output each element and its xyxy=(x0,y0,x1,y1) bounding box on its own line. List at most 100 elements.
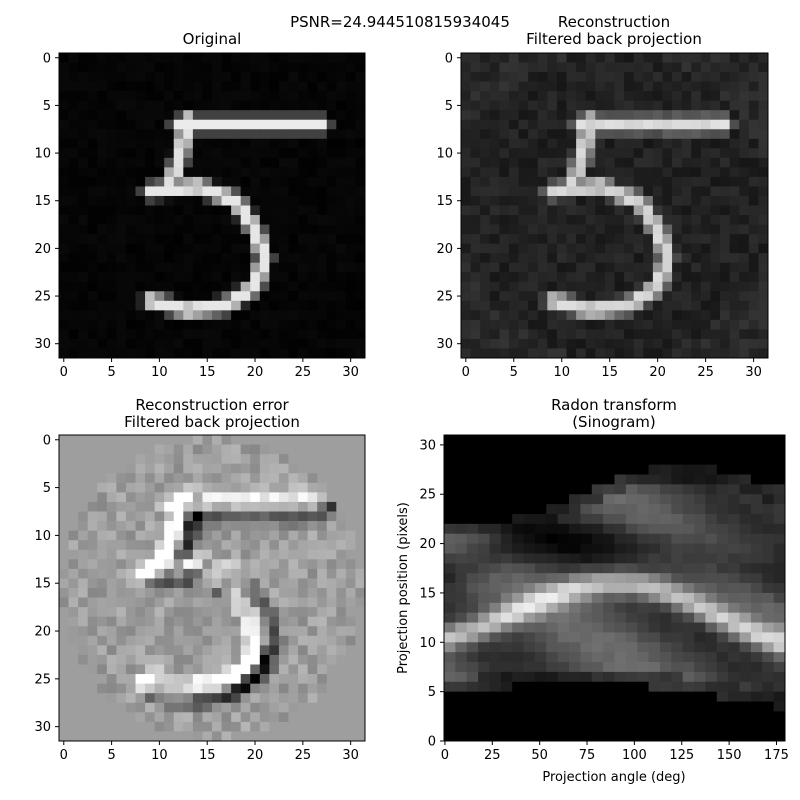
original-cell xyxy=(154,281,165,292)
reconstruction-cell xyxy=(528,338,539,349)
reconstruction-cell xyxy=(710,186,721,197)
reconstruction-cell xyxy=(700,243,711,254)
reconstruction-cell xyxy=(480,176,491,187)
error-cell xyxy=(317,444,328,455)
reconstruction-cell xyxy=(748,81,759,92)
original-cell xyxy=(231,329,242,340)
reconstruction-cell xyxy=(547,310,558,321)
reconstruction-cell xyxy=(499,291,510,302)
reconstruction-cell xyxy=(691,195,702,206)
sinogram-cell xyxy=(557,592,570,604)
original-cell xyxy=(336,300,347,311)
sinogram-cell xyxy=(580,513,593,525)
original-cell xyxy=(240,338,251,349)
error-cell xyxy=(317,540,328,551)
error-cell xyxy=(326,635,337,646)
sinogram-cell xyxy=(603,464,615,475)
reconstruction-cell xyxy=(662,281,673,292)
error-cell xyxy=(307,501,318,512)
original-cell xyxy=(326,319,337,330)
original-cell xyxy=(125,224,136,235)
error-cell xyxy=(192,492,203,503)
original-cell xyxy=(87,262,98,273)
error-cell xyxy=(116,607,127,618)
sinogram-cell xyxy=(682,652,695,663)
original-cell xyxy=(250,291,261,302)
error-cell xyxy=(278,521,289,532)
original-cell xyxy=(240,100,251,111)
reconstruction-cell xyxy=(470,329,481,340)
original-cell xyxy=(278,329,289,340)
reconstruction-cell xyxy=(758,310,769,321)
sinogram-cell xyxy=(750,632,763,643)
sinogram-cell xyxy=(534,573,547,584)
error-cell xyxy=(240,521,251,532)
original-cell xyxy=(240,81,251,92)
error-cell xyxy=(173,626,184,637)
reconstruction-cell xyxy=(700,329,711,340)
original-cell xyxy=(173,319,184,330)
reconstruction-cell xyxy=(585,243,596,254)
reconstruction-cell xyxy=(614,119,625,130)
original-cell xyxy=(97,281,108,292)
original-cell xyxy=(202,291,213,302)
sinogram-cell xyxy=(523,632,536,643)
original-cell xyxy=(345,100,356,111)
sinogram-cell xyxy=(750,662,763,673)
reconstruction-cell xyxy=(739,291,750,302)
reconstruction-cell xyxy=(691,310,702,321)
sinogram-cell xyxy=(534,484,547,495)
original-cell xyxy=(59,310,69,321)
original-cell xyxy=(192,186,203,197)
original-cell xyxy=(221,310,232,321)
original-cell xyxy=(250,62,261,73)
error-cell xyxy=(78,693,89,704)
reconstruction-cell xyxy=(508,62,519,73)
sinogram-cell xyxy=(614,711,627,722)
reconstruction-cell xyxy=(700,186,711,197)
reconstruction-cell xyxy=(537,176,548,187)
error-cell xyxy=(97,501,108,512)
sinogram-cell xyxy=(500,444,513,456)
sinogram-cell xyxy=(546,543,559,554)
sinogram-cell xyxy=(569,721,581,732)
original-cell xyxy=(125,262,136,273)
error-cell xyxy=(154,454,165,465)
reconstruction-cell xyxy=(643,291,654,302)
error-cell xyxy=(231,607,242,618)
original-cell xyxy=(269,138,280,149)
sinogram-cell xyxy=(591,573,604,584)
reconstruction-cell xyxy=(499,119,510,130)
error-cell xyxy=(355,482,366,493)
original-cell xyxy=(298,81,309,92)
sinogram-cell xyxy=(659,533,672,544)
original-cell xyxy=(154,348,165,359)
original-cell xyxy=(336,243,347,254)
y-tick-label: 15 xyxy=(419,586,436,601)
reconstruction-cell xyxy=(748,310,759,321)
original-cell xyxy=(183,300,194,311)
sinogram-cell xyxy=(682,602,695,614)
sinogram-cell xyxy=(455,563,468,574)
error-cell xyxy=(336,664,347,675)
error-cell xyxy=(154,712,165,723)
error-cell xyxy=(288,540,299,551)
error-cell xyxy=(240,568,251,579)
reconstruction-cell xyxy=(528,157,539,168)
original-cell xyxy=(78,81,89,92)
sinogram-cell xyxy=(534,652,547,663)
sinogram-cell xyxy=(728,444,740,456)
original-cell xyxy=(212,224,222,235)
error-cell xyxy=(164,626,175,637)
error-cell xyxy=(298,473,309,484)
error-cell xyxy=(68,712,79,723)
error-cell xyxy=(336,492,347,503)
reconstruction-cell xyxy=(662,262,673,273)
error-cell xyxy=(212,473,222,484)
sinogram-cell xyxy=(705,592,718,604)
error-cell xyxy=(278,540,289,551)
original-cell xyxy=(97,224,108,235)
reconstruction-cell xyxy=(691,100,702,111)
reconstruction-cell xyxy=(508,186,519,197)
error-cell xyxy=(269,501,280,512)
